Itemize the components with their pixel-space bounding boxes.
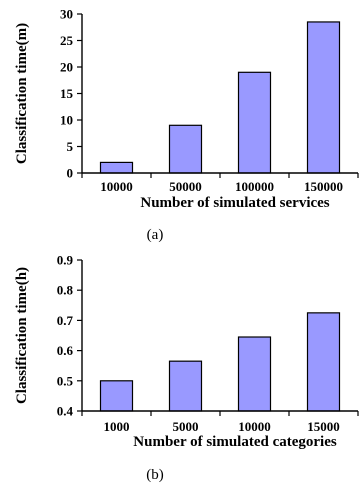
- x-tick-label: 50000: [169, 179, 202, 194]
- bar-100000: [237, 71, 272, 174]
- bar-5000: [168, 360, 203, 412]
- y-axis-title: Classification time(h): [14, 267, 30, 404]
- y-tick-label: 0.4: [57, 404, 74, 419]
- y-axis-title: Classification time(m): [14, 23, 30, 164]
- y-tick-label: 25: [60, 33, 74, 48]
- chart-panel-b: 0.4 0.5 0.6 0.7 0.8 0.9 1000 5000 10000 15000Numb…: [14, 253, 359, 483]
- panel-label: (a): [147, 227, 164, 243]
- y-tick-label: 0: [67, 166, 74, 181]
- x-tick-label: 150000: [304, 179, 343, 194]
- x-tick-label: 15000: [307, 419, 340, 434]
- y-tick-label: 0.5: [57, 373, 74, 388]
- x-tick-label: 10000: [100, 179, 133, 194]
- bar-50000: [168, 124, 203, 174]
- bar-15000: [306, 312, 341, 412]
- y-tick-label: 0.8: [57, 283, 74, 298]
- bar-10000: [99, 161, 134, 174]
- y-tick-label: 10: [60, 113, 73, 128]
- y-tick-label: 15: [60, 86, 74, 101]
- x-tick-label: 1000: [104, 419, 130, 434]
- x-axis-title: Number of simulated services: [140, 195, 329, 211]
- x-tick-label: 5000: [173, 419, 199, 434]
- bar-150000: [306, 21, 341, 174]
- bar-1000: [99, 380, 134, 412]
- x-tick-label: 10000: [238, 419, 271, 434]
- chart-panel-a: 0 5 10 15 20 25 30 10000 50000 100000 150000Number…: [14, 7, 359, 243]
- bar-10000: [237, 336, 272, 412]
- x-axis-title: Number of simulated categories: [133, 434, 337, 450]
- y-tick-label: 0.9: [57, 253, 74, 268]
- panel-label: (b): [146, 467, 164, 483]
- y-tick-label: 20: [60, 60, 73, 75]
- y-tick-label: 0.6: [57, 343, 74, 358]
- y-tick-label: 0.7: [57, 313, 74, 328]
- y-tick-label: 5: [67, 139, 74, 154]
- y-tick-label: 30: [60, 7, 73, 22]
- x-tick-label: 100000: [235, 179, 274, 194]
